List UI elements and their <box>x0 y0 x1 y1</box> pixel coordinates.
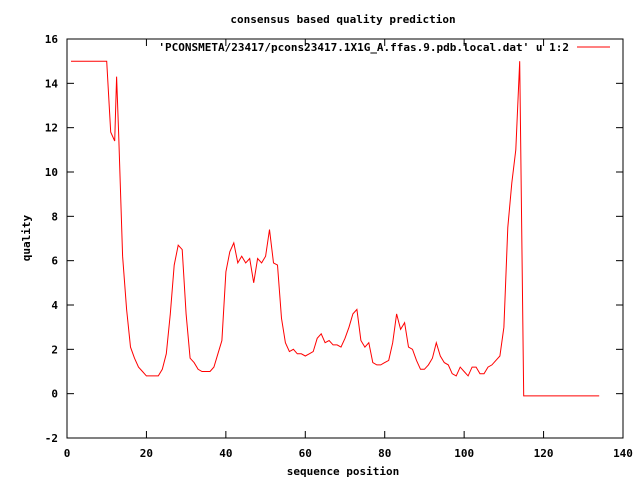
y-tick-label: 8 <box>51 210 58 223</box>
x-tick-label: 20 <box>140 447 153 460</box>
series-line <box>71 60 600 397</box>
chart-title: consensus based quality prediction <box>230 13 455 26</box>
x-axis-ticks: 0 20 40 60 80 100 120 140 <box>64 39 633 460</box>
y-tick-label: 6 <box>51 255 58 268</box>
y-tick-label: 16 <box>45 33 59 46</box>
plot-frame <box>66 38 624 439</box>
y-axis-ticks: -2 0 2 4 6 8 10 12 14 16 <box>45 33 623 445</box>
x-tick-label: 40 <box>219 447 232 460</box>
y-axis-label: quality <box>20 214 33 261</box>
x-tick-label: 140 <box>613 447 633 460</box>
y-tick-label: 4 <box>51 299 58 312</box>
x-tick-label: 120 <box>534 447 554 460</box>
x-tick-label: 60 <box>299 447 312 460</box>
y-tick-label: 12 <box>45 122 58 135</box>
y-tick-label: 0 <box>51 388 58 401</box>
x-tick-label: 0 <box>64 447 71 460</box>
y-tick-label: -2 <box>45 432 58 445</box>
legend: 'PCONSMETA/23417/pcons23417.1X1G_A.ffas.… <box>158 41 610 54</box>
legend-entry-label: 'PCONSMETA/23417/pcons23417.1X1G_A.ffas.… <box>158 41 569 54</box>
y-tick-label: 14 <box>45 77 59 90</box>
x-tick-label: 80 <box>378 447 391 460</box>
series-layer <box>71 60 600 397</box>
x-tick-label: 100 <box>454 447 474 460</box>
x-axis-label: sequence position <box>287 465 400 478</box>
y-tick-label: 2 <box>51 343 58 356</box>
y-tick-label: 10 <box>45 166 58 179</box>
